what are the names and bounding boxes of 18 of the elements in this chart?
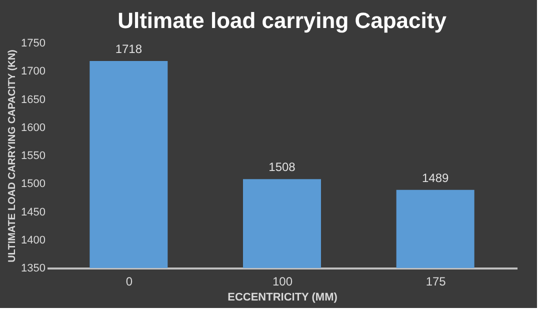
data-label: 1489 — [422, 170, 450, 185]
y-tick-label: 1700 — [21, 66, 46, 78]
y-tick-label: 1550 — [21, 150, 46, 162]
y-tick-label: 1500 — [21, 178, 46, 190]
y-tick-label: 1400 — [21, 234, 46, 246]
y-tick-label: 1350 — [21, 262, 46, 274]
x-axis-title: ECCENTRICITY (MM) — [228, 292, 338, 304]
chart-title: Ultimate load carrying Capacity — [118, 8, 448, 33]
y-tick-label: 1650 — [21, 94, 46, 106]
y-tick-label: 1750 — [21, 38, 46, 50]
y-axis-title: ULTIMATE LOAD CARRYING CAPACITY (KN) — [7, 50, 18, 262]
x-tick-label: 175 — [426, 274, 446, 288]
data-label: 1718 — [115, 42, 142, 56]
x-tick-label: 0 — [126, 274, 133, 288]
data-label: 1508 — [268, 160, 296, 174]
y-tick-label: 1600 — [21, 122, 46, 134]
y-tick-label: 1450 — [21, 206, 46, 218]
x-tick-label: 100 — [272, 274, 293, 288]
